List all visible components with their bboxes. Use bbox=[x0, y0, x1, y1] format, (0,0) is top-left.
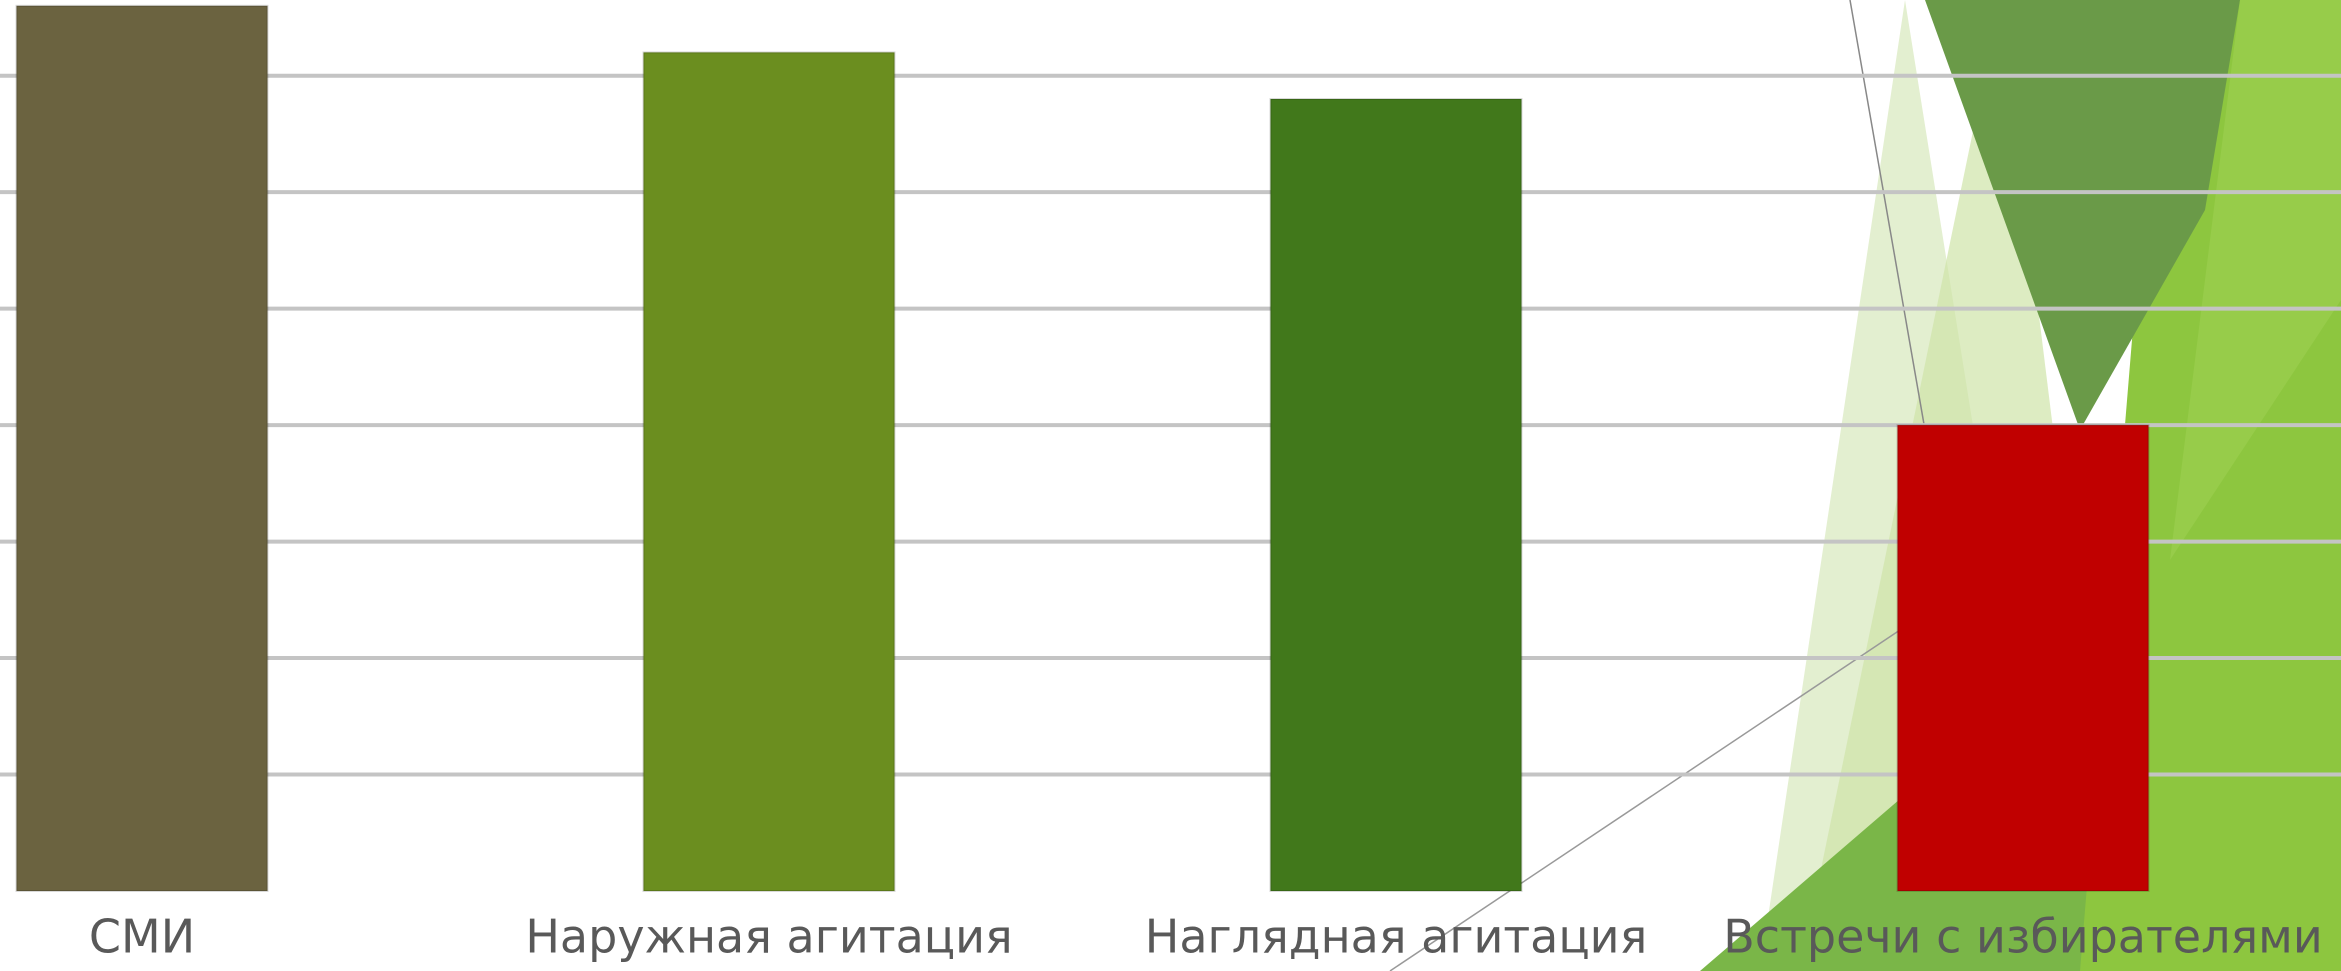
x-tick-label: СМИ bbox=[89, 910, 195, 964]
bar bbox=[1896, 424, 2150, 892]
x-tick-label: Встречи с избирателями bbox=[1723, 910, 2323, 964]
x-tick-label: Наружная агитация bbox=[525, 910, 1012, 964]
bar bbox=[642, 51, 896, 893]
decor-triangle bbox=[1925, 0, 2240, 430]
decor-line bbox=[1389, 629, 1901, 971]
decor-line bbox=[1849, 0, 1926, 431]
bar bbox=[15, 4, 269, 892]
background-decoration bbox=[1389, 0, 2341, 971]
x-tick-label: Наглядная агитация bbox=[1145, 910, 1648, 964]
decor-triangle bbox=[2170, 0, 2341, 560]
bar bbox=[1269, 98, 1523, 892]
